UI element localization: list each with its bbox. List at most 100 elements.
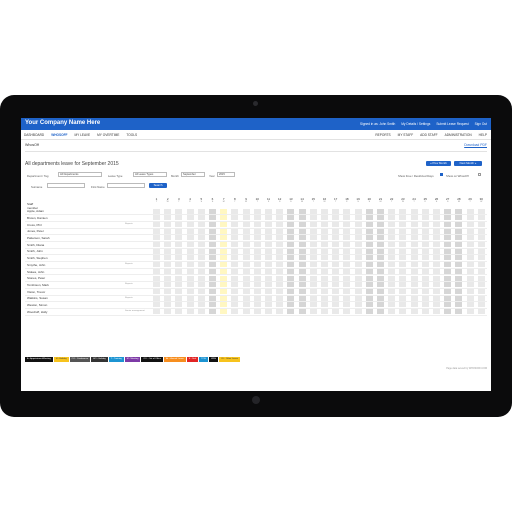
day-cell[interactable]: [220, 221, 228, 227]
nav-my-staff[interactable]: MY STAFF: [397, 133, 414, 137]
staff-row[interactable]: Weston, Simon: [25, 302, 487, 309]
day-cell[interactable]: [388, 309, 396, 315]
day-cell[interactable]: [242, 275, 250, 281]
day-cell[interactable]: [265, 221, 272, 227]
day-cell[interactable]: [332, 268, 340, 274]
staff-row[interactable]: Stones, Peter: [25, 275, 487, 283]
day-cell[interactable]: [242, 242, 250, 248]
day-cell[interactable]: [477, 215, 485, 221]
day-cell[interactable]: [321, 235, 328, 241]
staff-name[interactable]: Jones, Peter: [27, 229, 44, 234]
day-cell[interactable]: [399, 235, 407, 241]
day-cell[interactable]: [253, 295, 261, 301]
next-month-button[interactable]: Next Month »: [454, 161, 482, 166]
day-cell[interactable]: [231, 255, 239, 261]
day-cell[interactable]: [365, 255, 373, 261]
search-button[interactable]: Search: [149, 183, 167, 188]
download-pdf-link[interactable]: Download PDF: [464, 143, 487, 147]
day-cell[interactable]: [253, 309, 261, 315]
day-cell[interactable]: [253, 242, 261, 248]
day-cell[interactable]: [220, 262, 228, 268]
day-cell[interactable]: [164, 242, 172, 248]
day-cell[interactable]: [153, 255, 160, 261]
day-cell[interactable]: [309, 309, 317, 315]
day-cell[interactable]: [309, 262, 317, 268]
day-cell[interactable]: [309, 275, 317, 281]
day-cell[interactable]: [287, 282, 295, 288]
day-cell[interactable]: [265, 215, 272, 221]
day-cell[interactable]: [466, 262, 474, 268]
day-cell[interactable]: [298, 262, 306, 268]
day-cell[interactable]: [231, 262, 239, 268]
day-cell[interactable]: [477, 282, 485, 288]
day-cell[interactable]: [321, 242, 328, 248]
day-cell[interactable]: [197, 221, 205, 227]
day-cell[interactable]: [321, 221, 328, 227]
day-cell[interactable]: [276, 208, 284, 214]
day-cell[interactable]: [455, 221, 463, 227]
day-cell[interactable]: [186, 295, 194, 301]
day-cell[interactable]: [298, 208, 306, 214]
day-cell[interactable]: [466, 228, 474, 234]
day-cell[interactable]: [298, 221, 306, 227]
day-cell[interactable]: [309, 221, 317, 227]
day-cell[interactable]: [410, 288, 418, 294]
day-cell[interactable]: [153, 295, 160, 301]
day-cell[interactable]: [365, 228, 373, 234]
day-cell[interactable]: [332, 228, 340, 234]
day-cell[interactable]: [332, 275, 340, 281]
staff-name[interactable]: Smith, Stephen: [27, 256, 48, 261]
day-cell[interactable]: [477, 235, 485, 241]
day-cell[interactable]: [377, 295, 384, 301]
day-cell[interactable]: [332, 282, 340, 288]
day-cell[interactable]: [433, 248, 440, 254]
day-cell[interactable]: [399, 215, 407, 221]
staff-name[interactable]: Smith, Diana: [27, 242, 45, 247]
day-cell[interactable]: [276, 275, 284, 281]
day-cell[interactable]: [153, 242, 160, 248]
day-cell[interactable]: [197, 208, 205, 214]
month-select[interactable]: September: [181, 172, 205, 177]
day-cell[interactable]: [444, 208, 452, 214]
day-cell[interactable]: [343, 215, 351, 221]
day-cell[interactable]: [298, 302, 306, 308]
day-cell[interactable]: [231, 221, 239, 227]
day-cell[interactable]: [265, 268, 272, 274]
day-cell[interactable]: [276, 302, 284, 308]
day-cell[interactable]: [332, 248, 340, 254]
day-cell[interactable]: [421, 208, 429, 214]
staff-row[interactable]: Watkins, Susan Reports: [25, 295, 487, 303]
staff-name[interactable]: Smythe, John: [27, 262, 46, 267]
staff-row[interactable]: Cross, Phil Reports: [25, 221, 487, 229]
day-cell[interactable]: [175, 275, 183, 281]
day-cell[interactable]: [197, 235, 205, 241]
day-cell[interactable]: [377, 228, 384, 234]
day-cell[interactable]: [343, 268, 351, 274]
day-cell[interactable]: [421, 248, 429, 254]
day-cell[interactable]: [343, 309, 351, 315]
day-cell[interactable]: [231, 309, 239, 315]
day-cell[interactable]: [231, 268, 239, 274]
day-cell[interactable]: [209, 288, 216, 294]
surname-input[interactable]: [47, 183, 85, 188]
day-cell[interactable]: [175, 215, 183, 221]
day-cell[interactable]: [276, 235, 284, 241]
day-cell[interactable]: [220, 242, 228, 248]
day-cell[interactable]: [175, 309, 183, 315]
day-cell[interactable]: [388, 228, 396, 234]
day-cell[interactable]: [388, 215, 396, 221]
day-cell[interactable]: [253, 268, 261, 274]
day-cell[interactable]: [321, 282, 328, 288]
day-cell[interactable]: [153, 221, 160, 227]
day-cell[interactable]: [455, 255, 463, 261]
day-cell[interactable]: [354, 221, 362, 227]
staff-name[interactable]: Apple, Adam: [27, 209, 45, 214]
day-cell[interactable]: [287, 255, 295, 261]
day-cell[interactable]: [388, 275, 396, 281]
day-cell[interactable]: [309, 242, 317, 248]
day-cell[interactable]: [265, 208, 272, 214]
day-cell[interactable]: [186, 221, 194, 227]
day-cell[interactable]: [175, 242, 183, 248]
day-cell[interactable]: [477, 221, 485, 227]
day-cell[interactable]: [399, 228, 407, 234]
